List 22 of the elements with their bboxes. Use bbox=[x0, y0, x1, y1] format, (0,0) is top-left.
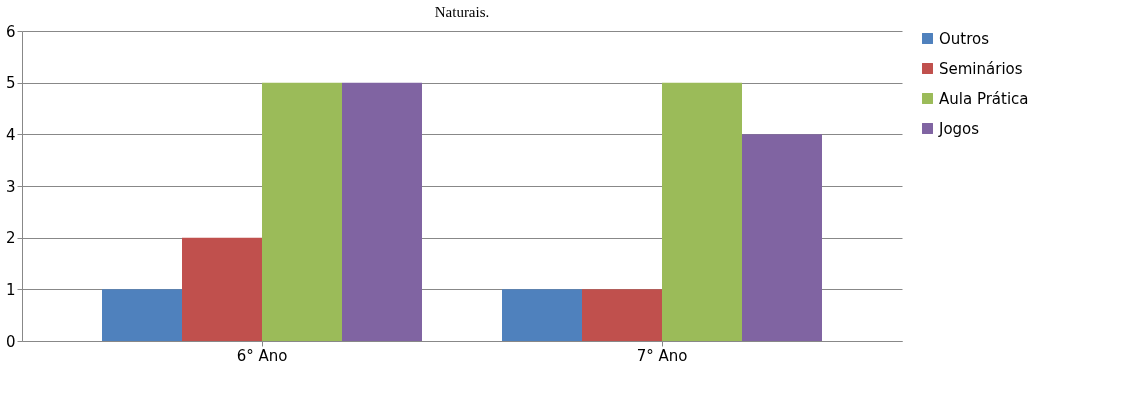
bar bbox=[102, 289, 182, 341]
y-tick-label: 2 bbox=[5, 229, 16, 248]
bar bbox=[582, 289, 662, 341]
legend-label: Aula Prática bbox=[939, 89, 1029, 108]
bar bbox=[662, 82, 742, 341]
bar bbox=[262, 82, 342, 341]
chart-title: Naturais. bbox=[434, 4, 490, 20]
legend-label: Outros bbox=[939, 29, 990, 48]
y-tick-label: 5 bbox=[5, 74, 16, 93]
y-tick-label: 3 bbox=[5, 177, 16, 196]
y-tick-label: 6 bbox=[5, 22, 16, 41]
y-tick-label: 0 bbox=[5, 332, 16, 351]
x-tick-label: 7° Ano bbox=[636, 346, 688, 365]
y-tick-label: 1 bbox=[5, 280, 16, 299]
bar bbox=[502, 289, 582, 341]
bar bbox=[182, 237, 262, 341]
legend-label: Jogos bbox=[938, 119, 980, 138]
y-tick-label: 4 bbox=[5, 125, 16, 144]
x-tick-label: 6° Ano bbox=[236, 346, 288, 365]
bar bbox=[342, 82, 422, 341]
bar bbox=[742, 134, 822, 341]
legend-label: Seminários bbox=[939, 59, 1023, 78]
